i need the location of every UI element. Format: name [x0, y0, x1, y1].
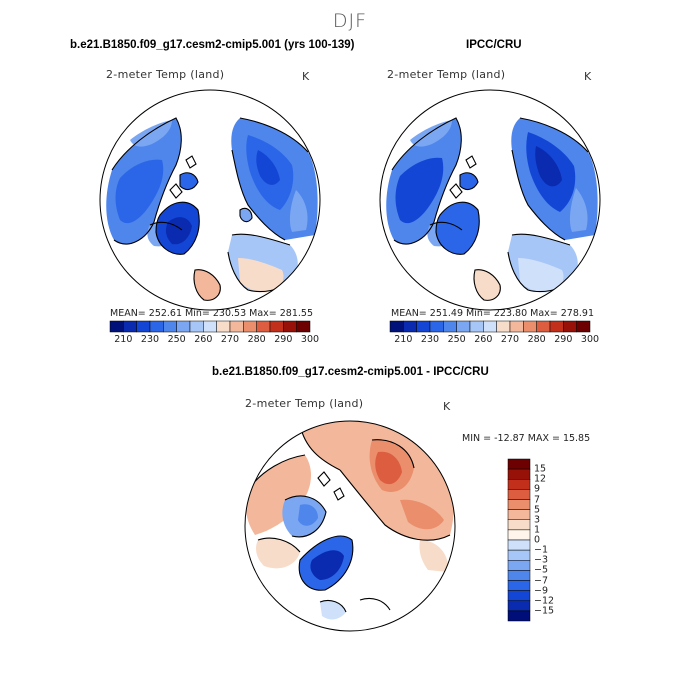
diff-colorbar-swatch	[507, 549, 531, 561]
model-colorbar-tick-label: 300	[300, 334, 320, 345]
diff-stats: MIN = -12.87 MAX = 15.85	[462, 433, 591, 444]
model-colorbar-swatch	[216, 320, 231, 333]
diff-colorbar-swatch	[507, 479, 531, 490]
obs-colorbar-tick-label: 300	[580, 334, 600, 345]
obs-panel-header: IPCC/CRU	[466, 39, 522, 51]
obs-colorbar-swatch	[403, 320, 417, 333]
obs-colorbar-tick-label: 290	[554, 334, 573, 345]
diff-polar-map	[244, 420, 456, 632]
obs-colorbar-swatch	[443, 320, 457, 333]
diff-panel-header: b.e21.B1850.f09_g17.cesm2-cmip5.001 - IP…	[212, 366, 489, 378]
model-colorbar-tick-label: 280	[247, 334, 266, 345]
obs-colorbar-swatch	[469, 320, 484, 333]
diff-colorbar-swatch	[507, 468, 531, 480]
model-colorbar-tick-label: 260	[194, 334, 213, 345]
obs-variable-label: 2-meter Temp (land)	[387, 68, 506, 81]
model-colorbar-swatch	[109, 320, 124, 333]
model-colorbar-swatch	[229, 320, 244, 333]
model-colorbar-swatch	[256, 320, 271, 333]
diff-colorbar-swatch	[507, 489, 531, 500]
diff-colorbar-tick-label: 15	[534, 463, 547, 475]
model-colorbar-swatch	[203, 320, 217, 333]
obs-colorbar	[389, 320, 591, 333]
diff-colorbar-swatch	[507, 539, 531, 551]
figure-title: DJF	[332, 10, 368, 32]
model-colorbar-swatch	[243, 320, 257, 333]
obs-colorbar-swatch	[416, 320, 431, 333]
diff-colorbar-swatch	[507, 509, 531, 520]
obs-colorbar-swatch	[536, 320, 551, 333]
obs-colorbar-swatch	[563, 320, 577, 333]
model-colorbar-tick-label: 250	[167, 334, 186, 345]
diff-colorbar-swatch	[507, 519, 531, 531]
diff-colorbar-swatch	[507, 560, 531, 571]
diff-colorbar-tick-label: −7	[534, 575, 549, 586]
model-colorbar-swatch	[189, 320, 204, 333]
obs-colorbar-swatch	[523, 320, 537, 333]
obs-colorbar-swatch	[389, 320, 404, 333]
diff-colorbar	[507, 458, 531, 622]
obs-colorbar-tick-label: 250	[447, 334, 466, 345]
diff-colorbar-swatch	[507, 499, 531, 510]
diff-colorbar-swatch	[507, 580, 531, 591]
model-stats: MEAN= 252.61 Min= 230.53 Max= 281.55	[110, 308, 314, 319]
diff-colorbar-tick-label: −15	[534, 605, 555, 617]
diff-colorbar-tick-label: −3	[534, 554, 549, 566]
model-colorbar-tick-label: 210	[114, 334, 133, 345]
diff-colorbar-tick-label: 3	[534, 514, 541, 526]
obs-colorbar-tick-label: 230	[420, 334, 440, 345]
model-polar-map	[99, 89, 321, 311]
model-panel-header: b.e21.B1850.f09_g17.cesm2-cmip5.001 (yrs…	[70, 39, 355, 51]
model-variable-label: 2-meter Temp (land)	[106, 68, 225, 81]
diff-colorbar-swatch	[507, 458, 531, 470]
obs-colorbar-tick-label: 270	[500, 334, 520, 345]
diff-colorbar-tick-label: −12	[534, 595, 555, 607]
diff-colorbar-tick-label: −5	[534, 564, 549, 576]
model-colorbar-swatch	[296, 320, 311, 333]
obs-colorbar-swatch	[549, 320, 564, 333]
obs-colorbar-swatch	[576, 320, 591, 333]
obs-colorbar-swatch	[496, 320, 511, 333]
diff-colorbar-swatch	[507, 610, 531, 622]
model-colorbar-tick-label: 290	[274, 334, 293, 345]
model-colorbar-swatch	[283, 320, 297, 333]
obs-colorbar-tick-label: 210	[394, 334, 413, 345]
diff-colorbar-tick-label: −9	[534, 585, 549, 597]
model-units-label: K	[302, 70, 310, 83]
obs-colorbar-swatch	[429, 320, 444, 333]
diff-units-label: K	[443, 400, 451, 413]
obs-colorbar-swatch	[509, 320, 524, 333]
obs-colorbar-swatch	[483, 320, 497, 333]
diff-colorbar-tick-label: 1	[534, 524, 541, 536]
diff-colorbar-tick-label: 9	[534, 483, 541, 495]
obs-units-label: K	[584, 70, 592, 83]
diff-colorbar-tick-label: 12	[534, 473, 547, 485]
model-colorbar-swatch	[269, 320, 284, 333]
model-colorbar-tick-label: 230	[140, 334, 160, 345]
obs-colorbar-tick-label: 260	[474, 334, 493, 345]
diff-colorbar-tick-label: 0	[534, 534, 541, 546]
model-colorbar	[109, 320, 311, 333]
obs-stats: MEAN= 251.49 Min= 223.80 Max= 278.91	[391, 308, 595, 319]
diff-colorbar-swatch	[507, 529, 531, 541]
model-colorbar-swatch	[176, 320, 191, 333]
diff-colorbar-tick-label: −1	[534, 544, 549, 556]
model-colorbar-swatch	[149, 320, 164, 333]
model-colorbar-tick-label: 270	[220, 334, 240, 345]
diff-colorbar-swatch	[507, 570, 531, 581]
model-colorbar-swatch	[163, 320, 177, 333]
diff-colorbar-tick-label: 5	[534, 504, 541, 516]
obs-colorbar-swatch	[456, 320, 471, 333]
diff-colorbar-tick-label: 7	[534, 494, 541, 505]
diff-colorbar-swatch	[507, 590, 531, 601]
diff-variable-label: 2-meter Temp (land)	[245, 397, 364, 410]
diff-colorbar-swatch	[507, 600, 531, 612]
model-colorbar-swatch	[136, 320, 151, 333]
obs-colorbar-tick-label: 280	[527, 334, 546, 345]
model-colorbar-swatch	[123, 320, 137, 333]
obs-polar-map	[379, 89, 601, 311]
